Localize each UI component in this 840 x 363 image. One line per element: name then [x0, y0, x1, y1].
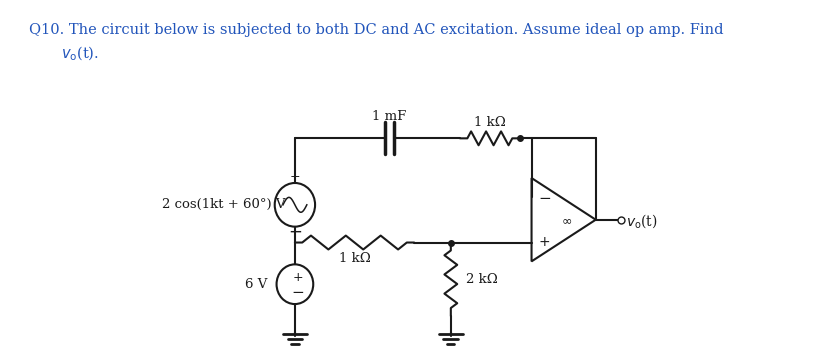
Text: −: − — [291, 285, 304, 299]
Text: $v_\mathrm{o}$(t): $v_\mathrm{o}$(t) — [626, 212, 658, 230]
Text: +: + — [292, 271, 303, 284]
Text: 2 kΩ: 2 kΩ — [465, 273, 497, 286]
Text: −: − — [538, 191, 551, 207]
Text: +: + — [290, 170, 300, 183]
Text: Q10. The circuit below is subjected to both DC and AC excitation. Assume ideal o: Q10. The circuit below is subjected to b… — [29, 23, 723, 37]
Text: $v_\mathrm{o}$(t).: $v_\mathrm{o}$(t). — [61, 45, 99, 64]
Text: −: − — [288, 223, 302, 241]
Text: 2 cos(1kt + 60°) V: 2 cos(1kt + 60°) V — [162, 198, 286, 211]
Text: ∞: ∞ — [561, 214, 571, 227]
Text: 1 mF: 1 mF — [372, 110, 407, 123]
Text: +: + — [538, 234, 550, 249]
Text: 6 V: 6 V — [245, 278, 267, 291]
Text: 1 kΩ: 1 kΩ — [474, 116, 506, 129]
Text: 1 kΩ: 1 kΩ — [339, 252, 370, 265]
